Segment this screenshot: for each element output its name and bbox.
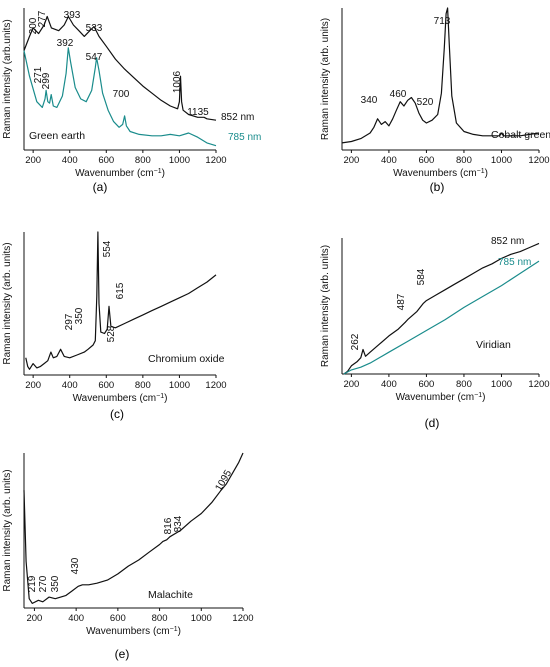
- series-line-852-nm: [343, 242, 540, 375]
- panel-a: 200 400 600 800 1000 1200 Raman intensity (arb…: [2, 8, 261, 194]
- trace-label: 852 nm: [491, 236, 524, 247]
- peak-label: 1095: [214, 468, 235, 493]
- x-tick-label: 1200: [528, 379, 549, 390]
- x-tick-label: 600: [418, 379, 434, 390]
- series-line-s0: [341, 7, 540, 144]
- peak-label: 271: [33, 66, 44, 83]
- x-tick-label: 1000: [169, 155, 190, 166]
- peak-label: 393: [64, 10, 81, 21]
- peak-label: 350: [50, 575, 61, 592]
- x-tick-label: 1000: [191, 613, 212, 624]
- x-tick-label: 800: [135, 380, 151, 391]
- sample-name: Chromium oxide: [148, 353, 225, 365]
- peak-label: 299: [41, 72, 52, 89]
- x-tick-label: 400: [68, 613, 84, 624]
- x-tick-label: 600: [418, 155, 434, 166]
- panel-letter: (d): [425, 416, 440, 430]
- x-axis-title: Wavenumber (cm−1): [396, 392, 486, 404]
- trace-label: 852 nm: [221, 112, 254, 123]
- x-tick-label: 600: [98, 380, 114, 391]
- panel-letter: (b): [430, 180, 445, 194]
- trace-label: 785 nm: [498, 257, 531, 268]
- panel-c: 200 400 600 800 1000 1200 Raman intensity (arb…: [2, 231, 227, 421]
- x-tick-label: 600: [98, 155, 114, 166]
- panel-letter: (a): [93, 180, 108, 194]
- trace-label: 785 nm: [228, 132, 261, 143]
- x-tick-label: 200: [26, 613, 42, 624]
- series-line-785-nm: [343, 260, 540, 375]
- x-tick-label: 400: [381, 379, 397, 390]
- peak-label: 1006: [172, 70, 183, 93]
- peak-label: 554: [102, 240, 113, 257]
- series-line-852-nm: [23, 15, 217, 121]
- x-tick-label: 800: [152, 613, 168, 624]
- x-tick-label: 200: [343, 379, 359, 390]
- x-tick-label: 1200: [205, 155, 226, 166]
- peak-label: 460: [390, 89, 407, 100]
- peak-label: 520: [417, 97, 434, 108]
- sample-name: Malachite: [148, 589, 193, 601]
- peak-label: 615: [115, 282, 126, 299]
- x-tick-label: 200: [25, 380, 41, 391]
- peak-label: 700: [113, 89, 130, 100]
- peak-label: 277: [37, 10, 48, 27]
- panel-e: 200 400 600 800 1000 1200 Raman intensity (arb…: [2, 452, 254, 661]
- x-tick-label: 400: [62, 380, 78, 391]
- peak-label: 584: [416, 268, 427, 285]
- peak-label: 1135: [187, 107, 209, 118]
- panel-b: 200 400 600 800 1000 1200 Raman intensity (arb…: [320, 7, 550, 194]
- series-line-785-nm: [23, 47, 217, 147]
- sample-name: Viridian: [476, 339, 511, 351]
- series-line-s0: [23, 452, 244, 605]
- series-line-s0: [25, 231, 217, 370]
- peak-label: 219: [27, 575, 38, 592]
- x-tick-label: 1200: [205, 380, 226, 391]
- x-tick-label: 400: [381, 155, 397, 166]
- peak-label: 487: [396, 293, 407, 310]
- peak-label: 816: [163, 517, 174, 534]
- y-axis-title: Raman intensity (arb. units): [2, 469, 13, 591]
- x-tick-label: 1000: [169, 380, 190, 391]
- peak-label: 340: [361, 95, 378, 106]
- peak-label: 713: [434, 16, 451, 27]
- x-tick-label: 400: [62, 155, 78, 166]
- x-tick-label: 800: [135, 155, 151, 166]
- peak-label: 547: [86, 52, 103, 63]
- peak-label: 262: [350, 333, 361, 350]
- peak-label: 200: [28, 17, 39, 34]
- x-axis-title: Wavenumbers (cm−1): [73, 393, 168, 405]
- x-tick-label: 1200: [232, 613, 253, 624]
- peak-label: 834: [173, 515, 184, 532]
- panel-d: 200 400 600 800 1000 1200 Raman intensity (arb…: [320, 236, 550, 430]
- x-tick-label: 1200: [528, 155, 549, 166]
- peak-label: 533: [86, 23, 103, 34]
- sample-name: Cobalt green: [491, 129, 550, 141]
- x-axis-title: Wavenumber (cm−1): [75, 168, 165, 180]
- x-tick-label: 200: [25, 155, 41, 166]
- x-tick-label: 1000: [491, 155, 512, 166]
- y-axis-title: Raman intensity (arb. units): [320, 245, 331, 367]
- peak-label: 392: [57, 38, 74, 49]
- y-axis-title: Raman intensity (arb.units): [2, 19, 13, 139]
- x-tick-label: 200: [343, 155, 359, 166]
- peak-label: 297: [64, 313, 75, 330]
- peak-label: 430: [70, 557, 81, 574]
- x-tick-label: 800: [456, 379, 472, 390]
- peak-label: 350: [74, 307, 85, 324]
- sample-name: Green earth: [29, 130, 85, 142]
- panel-letter: (e): [115, 647, 130, 661]
- x-tick-label: 600: [110, 613, 126, 624]
- x-axis-title: Wavenumbers (cm−1): [393, 168, 488, 180]
- x-axis-title: Wavenumbers (cm−1): [86, 626, 181, 638]
- x-tick-label: 1000: [491, 379, 512, 390]
- x-tick-label: 800: [456, 155, 472, 166]
- peak-label: 528: [106, 325, 117, 342]
- peak-label: 270: [38, 575, 49, 592]
- y-axis-title: Raman intensity (arb. units): [320, 18, 331, 140]
- panel-letter: (c): [110, 407, 124, 421]
- y-axis-title: Raman intensity (arb. units): [2, 242, 13, 364]
